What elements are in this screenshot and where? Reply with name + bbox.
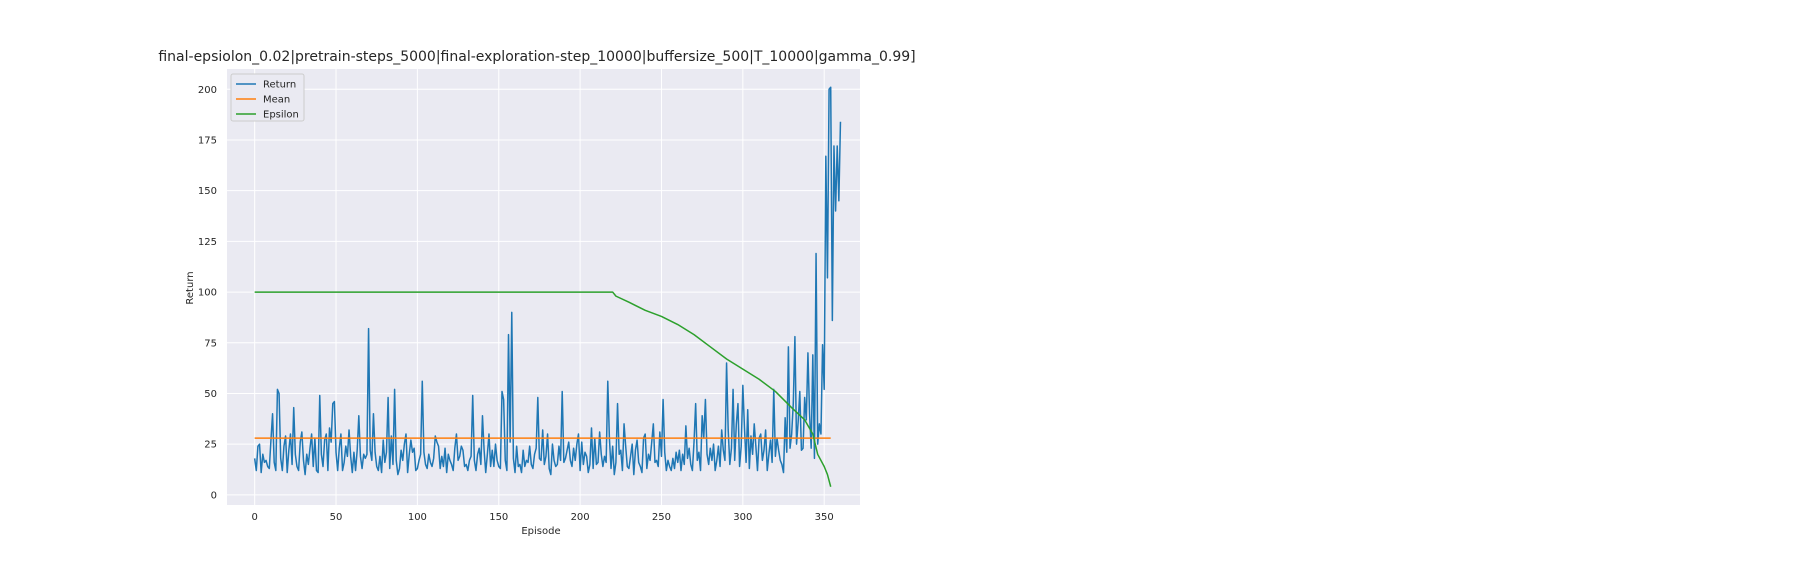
legend-label-mean: Mean bbox=[263, 95, 290, 106]
x-axis-label: Episode bbox=[521, 526, 560, 537]
legend-label-return: Return bbox=[263, 80, 296, 91]
y-tick-label: 75 bbox=[204, 338, 217, 349]
series-line-return bbox=[253, 86, 842, 476]
x-tick-label: 300 bbox=[733, 512, 752, 523]
x-tick-label: 100 bbox=[408, 512, 427, 523]
legend-label-epsilon: Epsilon bbox=[263, 110, 299, 121]
y-tick-label: 150 bbox=[198, 186, 217, 197]
x-tick-label: 200 bbox=[571, 512, 590, 523]
x-tick-label: 350 bbox=[815, 512, 834, 523]
x-axis-ticks: 0 50 100 150 200 250 300 350 bbox=[251, 512, 833, 523]
legend: Return Mean Epsilon bbox=[230, 73, 305, 122]
y-axis-ticks: 0 25 50 75 100 125 150 175 200 bbox=[198, 85, 217, 502]
y-tick-label: 100 bbox=[198, 288, 217, 299]
y-tick-label: 200 bbox=[198, 85, 217, 96]
x-tick-label: 50 bbox=[330, 512, 343, 523]
series-lines bbox=[253, 86, 842, 487]
x-tick-label: 0 bbox=[251, 512, 257, 523]
legend-box bbox=[230, 73, 305, 122]
y-tick-label: 175 bbox=[198, 135, 217, 146]
y-tick-label: 25 bbox=[204, 440, 217, 451]
y-tick-label: 125 bbox=[198, 237, 217, 248]
series-line-epsilon bbox=[254, 291, 832, 487]
x-tick-label: 250 bbox=[652, 512, 671, 523]
y-axis-label: Return bbox=[185, 271, 196, 304]
x-tick-label: 150 bbox=[489, 512, 508, 523]
y-tick-label: 50 bbox=[204, 389, 217, 400]
chart-title: final-epsiolon_0.02|pretrain-steps_5000|… bbox=[158, 49, 915, 65]
y-tick-label: 0 bbox=[211, 490, 217, 501]
